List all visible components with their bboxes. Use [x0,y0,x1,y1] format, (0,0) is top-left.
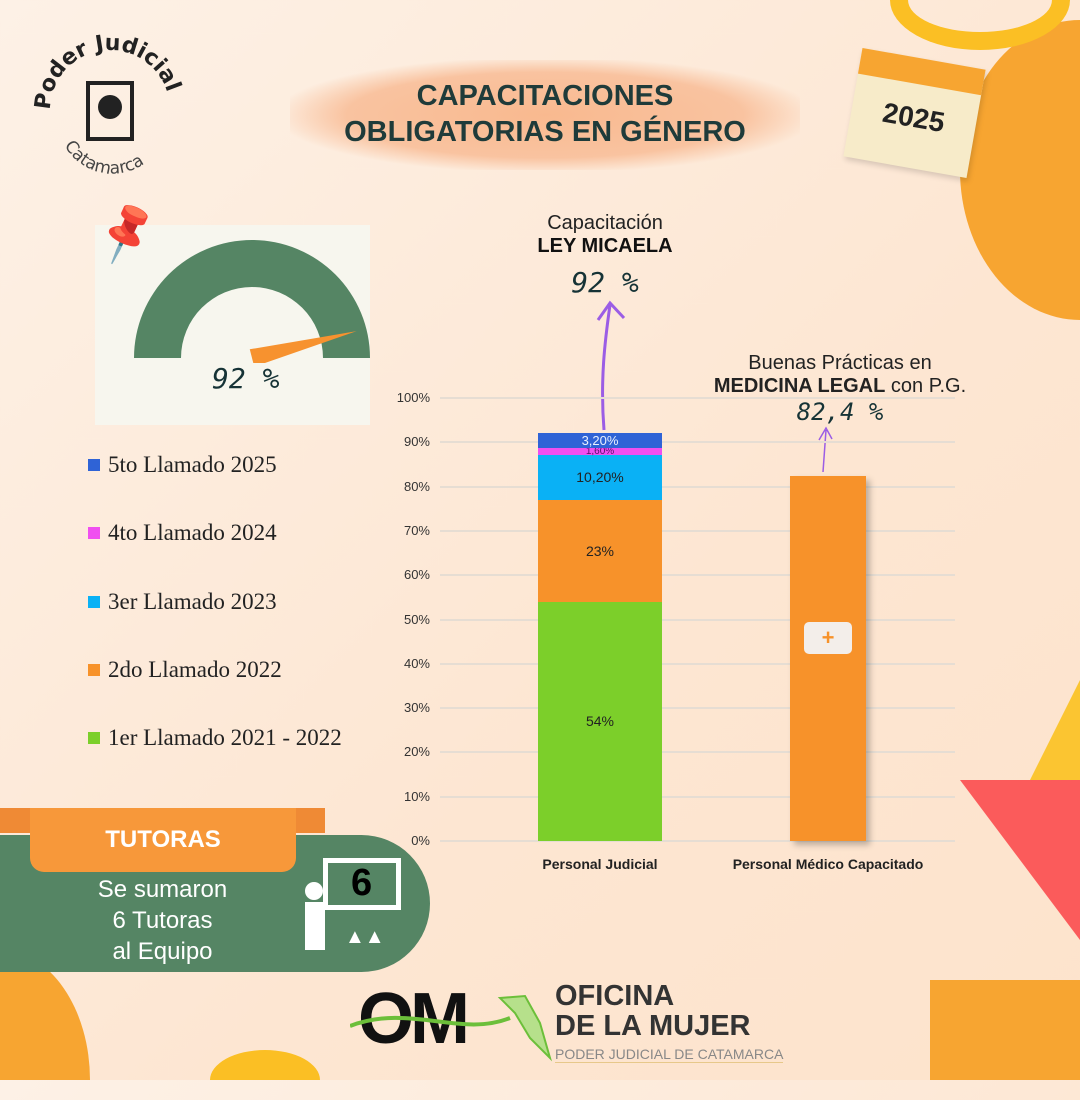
first-aid-kit-icon: + [804,622,852,655]
legend-label: 2do Llamado 2022 [108,657,282,682]
title-line-2: OBLIGATORIAS EN GÉNERO [344,116,746,148]
legend-swatch [88,664,100,676]
footer-line-1: OFICINA [555,980,675,1012]
legend-label: 3er Llamado 2023 [108,589,277,614]
legend-swatch [88,732,100,744]
bar-segment: 23% [538,499,662,602]
gridline [440,751,955,754]
tutoras-line: 6 Tutoras [112,907,213,934]
gridline [440,574,955,577]
arrow-up-icon [818,426,833,473]
y-tick-label: 20% [403,744,430,760]
legend-swatch [88,527,100,539]
gauge-chart [134,240,370,363]
footer-line-2: DE LA MUJER [555,1010,751,1042]
y-tick-label: 30% [403,700,430,716]
footer-line-3: PODER JUDICIAL DE CATAMARCA [555,1046,784,1063]
bar-segment: 54% [538,601,662,841]
gridline [440,441,955,444]
annotation-value: 82,4 % [796,398,884,426]
annotation-ley-micaela: Capacitación LEY MICAELA 92 % [500,212,710,299]
y-tick-label: 90% [403,434,430,450]
legend-item: 5to Llamado 2025 [88,452,348,478]
gridline [440,397,955,399]
gridline [440,618,955,621]
annotation-value: 92 % [571,266,639,299]
bar-segment: 3,20% [538,433,662,449]
gridline [440,485,955,488]
oficina-mujer-logo: OM OFICINA DE LA MUJER PODER JUDICIAL DE… [350,978,810,1068]
y-tick-label: 50% [403,611,430,627]
bar-segment: 1,60% [538,445,662,457]
decor-triangle [960,780,1080,1100]
gridline [440,662,955,665]
gridline [440,529,955,532]
tutoras-line: al Equipo [112,938,213,965]
y-tick-label: 80% [403,478,430,494]
annotation-line: Capacitación [547,212,663,234]
teacher-board-icon: 6 ▲▲ [305,858,401,954]
legend-label: 5to Llamado 2025 [108,452,277,477]
data-label: 3,20% [581,433,619,449]
arrow-up-icon [596,300,626,431]
data-label: 1,60% [585,445,615,457]
y-tick-label: 100% [396,390,430,405]
bar-segment: + [790,475,866,841]
tutoras-text: Se sumaron 6 Tutoras al Equipo [40,874,285,967]
tutoras-header: TUTORAS [30,808,296,872]
tutoras-title: TUTORAS [105,826,221,853]
y-tick-label: 40% [403,655,430,671]
annotation-bold: LEY MICAELA [537,235,673,257]
x-tick-label: Personal Médico Capacitado [732,856,924,872]
bar-segment: 10,20% [538,454,662,500]
gridline [440,707,955,710]
legend-swatch [88,596,100,608]
data-label: 10,20% [576,469,624,486]
legend-item: 4to Llamado 2024 [88,520,348,546]
legend-item: 2do Llamado 2022 [88,657,348,683]
annotation-bold: MEDICINA LEGAL [713,375,886,397]
legend-swatch [88,459,100,471]
data-label: 54% [585,713,615,730]
title-line-1: CAPACITACIONES [416,80,674,112]
tutoras-count: 6 [351,862,373,904]
legend-label: 1er Llamado 2021 - 2022 [108,725,342,750]
page-title: CAPACITACIONES OBLIGATORIAS EN GÉNERO [290,60,800,170]
gauge-value: 92 % [212,362,280,395]
poder-judicial-logo: Poder Judicial Catamarca [30,25,190,185]
annotation-line: Buenas Prácticas en [748,352,932,374]
legend-label: 4to Llamado 2024 [108,520,277,545]
tutoras-line: Se sumaron [97,876,228,903]
annotation-medicina-legal: Buenas Prácticas en MEDICINA LEGAL con P… [690,352,990,426]
annotation-rest: con P.G. [885,375,967,397]
legend-item: 1er Llamado 2021 - 2022 [88,725,348,751]
data-label: 23% [585,542,615,559]
y-tick-label: 0% [411,833,430,848]
y-tick-label: 70% [403,522,430,538]
y-tick-label: 10% [403,788,430,804]
x-tick-label: Personal Judicial [542,856,658,872]
gridline [440,795,955,798]
legend-item: 3er Llamado 2023 [88,589,348,615]
gridline [440,840,955,842]
y-tick-label: 60% [403,567,430,583]
decor-square [930,980,1080,1080]
